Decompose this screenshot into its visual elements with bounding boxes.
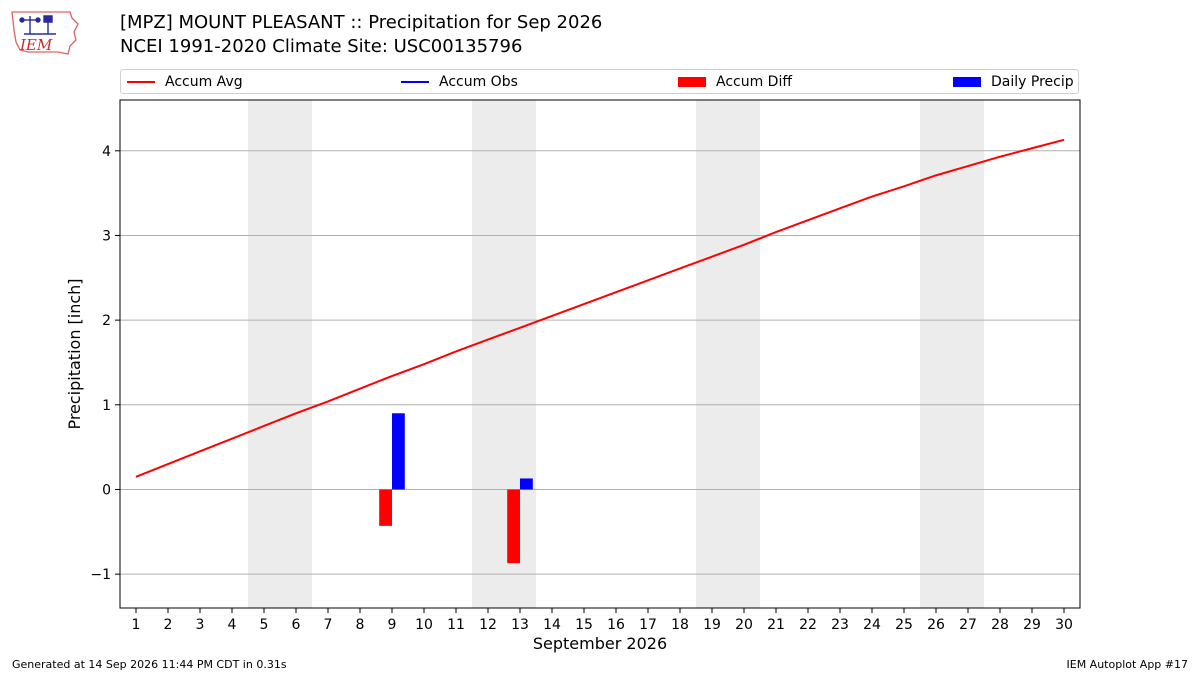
x-tick-label: 21 [767,617,785,633]
y-tick-label: −1 [90,567,111,583]
legend-item-accum-diff: Accum Diff [678,73,792,91]
x-tick-label: 2 [164,617,173,633]
accum-avg-points [135,139,1065,477]
y-tick-label: 4 [102,144,111,160]
weekend-band [248,100,312,608]
chart-title: [MPZ] MOUNT PLEASANT :: Precipitation fo… [120,12,603,33]
x-tick-label: 23 [831,617,849,633]
x-tick-label: 29 [1023,617,1041,633]
legend-item-accum-obs: Accum Obs [401,73,518,91]
x-tick-label: 24 [863,617,881,633]
iowa-state-outline-icon [11,11,79,55]
plot-frame [119,99,1081,609]
x-tick-label: 25 [895,617,913,633]
x-tick-label: 20 [735,617,753,633]
y-tick-label: 1 [102,398,111,414]
weekend-band [920,100,984,608]
x-tick-label: 19 [703,617,721,633]
legend-item-accum-avg: Accum Avg [127,73,243,91]
x-tick-label: 4 [228,617,237,633]
x-tick-label: 7 [324,617,333,633]
weekend-band [696,100,760,608]
x-tick-label: 14 [543,617,561,633]
legend-item-daily-precip: Daily Precip [953,73,1074,91]
app-credit: IEM Autoplot App #17 [1066,658,1189,671]
bars [379,413,533,564]
legend-label: Accum Obs [439,74,518,90]
weather-station-icon [19,15,56,35]
x-tick-label: 30 [1055,617,1073,633]
iem-logo: IEM [11,11,79,55]
weekend-shading [248,100,984,608]
x-tick-label: 22 [799,617,817,633]
accum-diff-bar [507,489,520,564]
x-tick-label: 6 [292,617,301,633]
x-tick-label: 5 [260,617,269,633]
legend-swatch [401,81,429,83]
y-tick-label: 2 [102,313,111,329]
accum-avg-line [135,138,1065,478]
gridlines [120,150,1080,575]
x-tick-label: 16 [607,617,625,633]
x-tick-label: 12 [479,617,497,633]
x-tick-label: 28 [991,617,1009,633]
legend-swatch [127,81,155,83]
x-tick-label: 8 [356,617,365,633]
y-tick-label: 0 [102,482,111,498]
accum-diff-bar [379,489,392,526]
y-axis: −1 0 1 2 3 4 [90,144,120,583]
daily-precip-bar [392,413,405,490]
x-tick-label: 9 [388,617,397,633]
x-axis-label: September 2026 [533,634,667,653]
x-tick-label: 13 [511,617,529,633]
legend-label: Daily Precip [991,74,1074,90]
logo-text: IEM [19,36,53,54]
x-tick-label: 17 [639,617,657,633]
legend-label: Accum Avg [165,74,243,90]
x-tick-label: 3 [196,617,205,633]
x-tick-label: 18 [671,617,689,633]
x-tick-label: 15 [575,617,593,633]
legend: Accum Avg Accum Obs Accum Diff Daily Pre… [120,69,1079,94]
x-tick-label: 11 [447,617,465,633]
y-axis-label: Precipitation [inch] [65,278,84,429]
generated-timestamp: Generated at 14 Sep 2026 11:44 PM CDT in… [12,658,287,671]
chart-subtitle: NCEI 1991-2020 Climate Site: USC00135796 [120,36,523,57]
weekend-band [472,100,536,608]
x-axis: 1 2 3 4 5 6 7 8 9 10 11 12 13 14 15 16 17 18 19 20 21 22 23 24 2… [132,608,1073,633]
daily-precip-bar [520,478,533,490]
legend-swatch [678,77,706,87]
x-tick-label: 1 [132,617,141,633]
legend-label: Accum Diff [716,74,793,90]
x-tick-label: 27 [959,617,977,633]
legend-swatch [953,77,981,87]
x-tick-label: 10 [415,617,433,633]
x-tick-label: 26 [927,617,945,633]
y-tick-label: 3 [102,228,111,244]
